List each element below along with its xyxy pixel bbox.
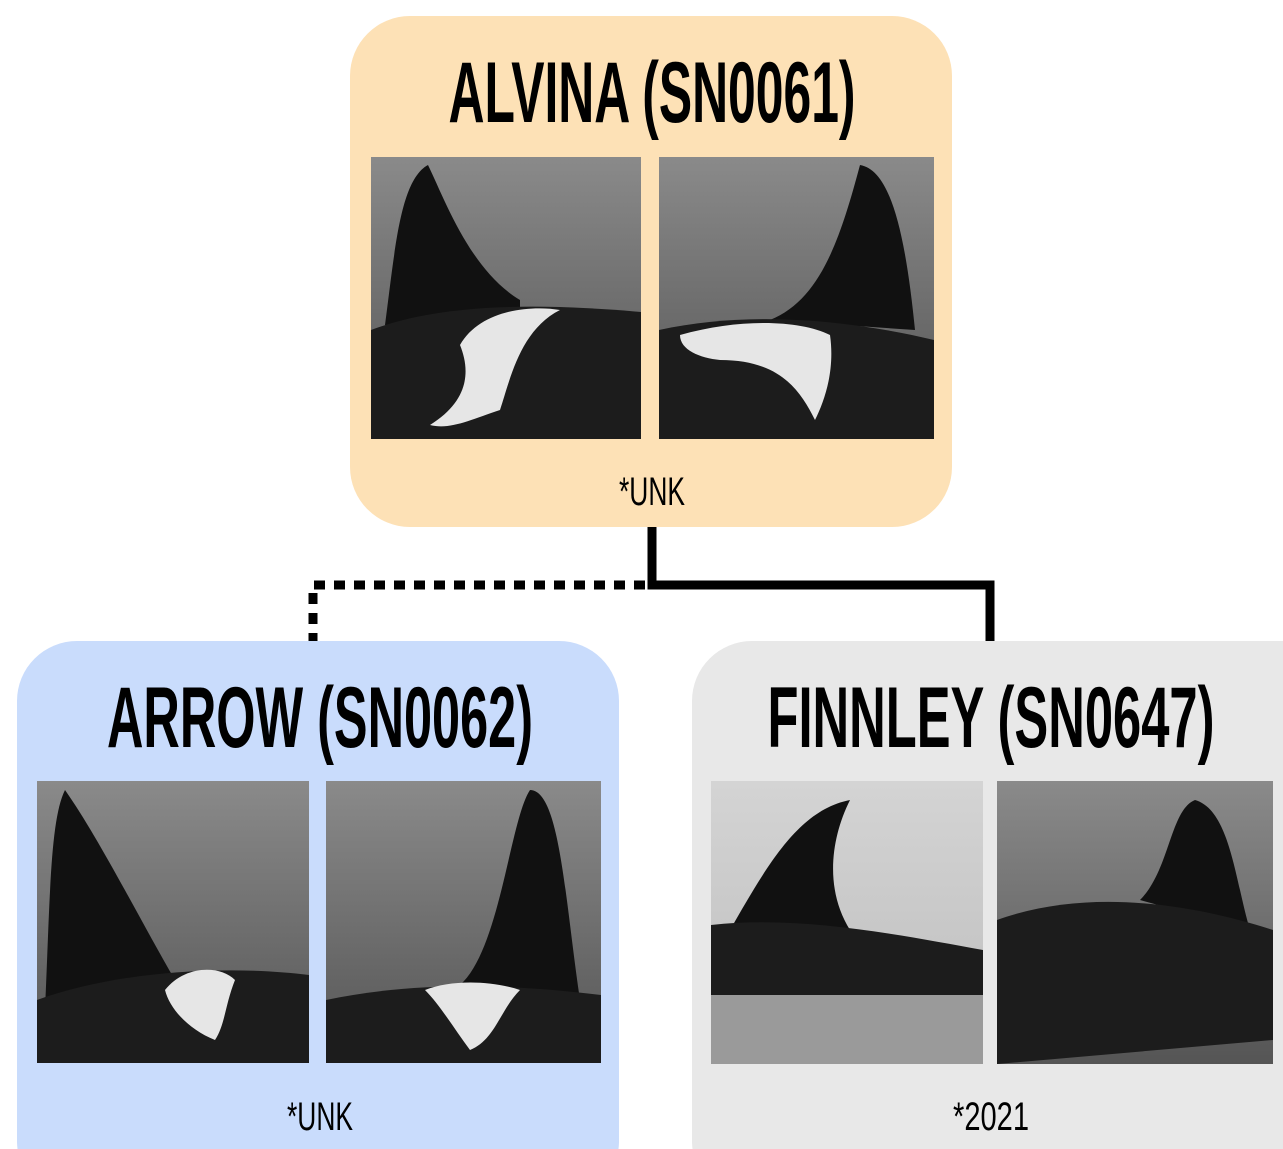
node-birth: *2021 <box>953 1095 1029 1139</box>
node-title: ALVINA (SN0061) <box>449 45 856 141</box>
node-alvina: ALVINA (SN0061) *UNK <box>350 16 952 527</box>
node-finnley: FINNLEY (SN0647) *2021 <box>692 641 1283 1149</box>
photo-left <box>711 781 983 1064</box>
photo-right <box>659 157 934 439</box>
parent-link <box>647 527 995 641</box>
possible-parent-link <box>308 580 645 641</box>
photo-left <box>37 781 309 1063</box>
node-title: ARROW (SN0062) <box>107 670 533 766</box>
node-birth: *UNK <box>619 470 685 514</box>
node-arrow: ARROW (SN0062) *UNK <box>17 641 619 1149</box>
photo-right <box>326 781 601 1063</box>
node-birth: *UNK <box>287 1095 353 1139</box>
photo-right <box>997 781 1273 1064</box>
photo-left <box>371 157 641 439</box>
node-title: FINNLEY (SN0647) <box>768 670 1215 766</box>
